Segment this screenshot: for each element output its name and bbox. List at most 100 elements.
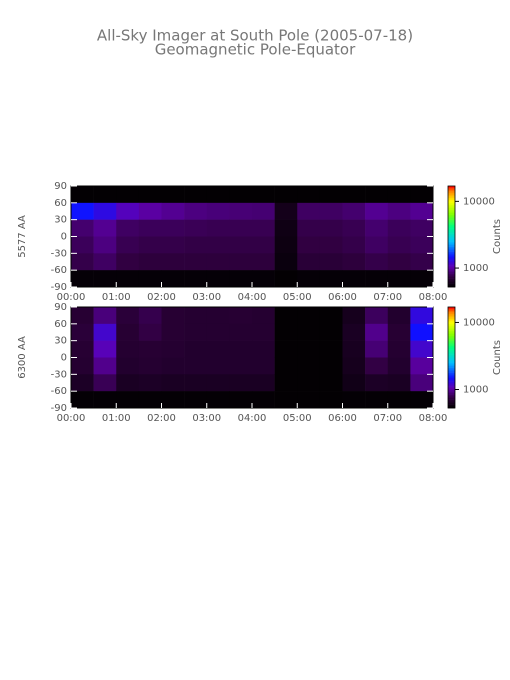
heatmap-cell [206, 219, 230, 237]
heatmap-cell [184, 340, 208, 358]
colorbar-swatch [448, 278, 455, 281]
colorbar-swatch [448, 362, 455, 365]
heatmap-cell [206, 323, 230, 341]
colorbar-swatch [448, 396, 455, 399]
colorbar-swatch [448, 354, 455, 357]
heatmap-cell [138, 270, 162, 288]
colorbar-swatch [448, 402, 455, 405]
heatmap-cell [116, 253, 140, 271]
heatmap-cell [138, 186, 162, 204]
colorbar-swatch [448, 204, 455, 207]
colorbar-swatch [448, 249, 455, 252]
colorbar-swatch [448, 238, 455, 241]
x-tick-label: 07:00 [373, 292, 402, 303]
x-tick-label: 02:00 [147, 413, 176, 424]
heatmap-cell [387, 270, 411, 288]
heatmap-cell [138, 219, 162, 237]
heatmap-cell [93, 357, 117, 375]
colorbar-tick-label: 1000 [463, 263, 488, 274]
heatmap-cell [387, 202, 411, 220]
heatmap-cell [161, 186, 185, 204]
heatmap-cell [206, 236, 230, 254]
chart-title: All-Sky Imager at South Pole (2005-07-18… [97, 27, 413, 45]
y-tick-label: -90 [51, 403, 67, 414]
heatmap-cell [93, 323, 117, 341]
colorbar-swatch [448, 370, 455, 373]
heatmap-cell [161, 391, 185, 409]
heatmap-cell [319, 340, 343, 358]
heatmap-cell [319, 270, 343, 288]
heatmap-cell [365, 340, 389, 358]
heatmap-cell [342, 219, 366, 237]
colorbar-swatch [448, 364, 455, 367]
heatmap-cell [274, 186, 298, 204]
x-tick-label: 04:00 [238, 413, 267, 424]
heatmap-cell [319, 219, 343, 237]
heatmap-cell [184, 186, 208, 204]
x-tick-label: 00:00 [57, 292, 86, 303]
colorbar-swatch [448, 270, 455, 273]
x-tick-label: 06:00 [328, 413, 357, 424]
heatmap-cell [297, 186, 321, 204]
colorbar-swatch [448, 360, 455, 363]
heatmap-cell [297, 202, 321, 220]
heatmap-cell [93, 236, 117, 254]
heatmap-cell [274, 307, 298, 325]
heatmap-cell [342, 357, 366, 375]
colorbar-tick-label: 10000 [463, 317, 495, 328]
colorbar-swatch [448, 228, 455, 231]
colorbar-swatch [448, 251, 455, 254]
heatmap-cell [252, 202, 275, 220]
heatmap-cell [93, 307, 117, 325]
heatmap-cell [319, 307, 343, 325]
heatmap-cell [93, 270, 117, 288]
colorbar-label: Counts [492, 219, 503, 254]
heatmap-cell [342, 270, 366, 288]
colorbar-swatch [448, 196, 455, 199]
heatmap-cell [161, 253, 185, 271]
heatmap-cell [252, 323, 275, 341]
colorbar-swatch [448, 349, 455, 352]
colorbar-swatch [448, 406, 455, 409]
colorbar-swatch [448, 187, 455, 190]
heatmap-cell [342, 323, 366, 341]
colorbar-swatch [448, 318, 455, 321]
heatmap-cell [184, 357, 208, 375]
heatmap-cell [274, 202, 298, 220]
heatmap-cell [184, 323, 208, 341]
heatmap-cell [93, 391, 117, 409]
heatmap-cell [116, 357, 140, 375]
heatmap-cell [410, 391, 434, 409]
colorbar-swatch [448, 404, 455, 407]
heatmap-cell [252, 340, 275, 358]
colorbar-tick-label: 10000 [463, 196, 495, 207]
colorbar-swatch [448, 323, 455, 326]
y-axis-label: 5577 AA [17, 215, 28, 258]
heatmap-cell [342, 253, 366, 271]
heatmap-cell [229, 202, 253, 220]
heatmap-cell [410, 323, 434, 341]
colorbar-swatch [448, 268, 455, 271]
colorbar-swatch [448, 357, 455, 360]
colorbar-swatch [448, 359, 455, 362]
colorbar-swatch [448, 224, 455, 227]
colorbar-swatch [448, 221, 455, 224]
heatmap-cell [138, 253, 162, 271]
heatmap-cell [274, 357, 298, 375]
heatmap-cell [138, 391, 162, 409]
heatmap-cell [161, 323, 185, 341]
colorbar-swatch [448, 317, 455, 320]
heatmap-cell [342, 186, 366, 204]
colorbar-swatch [448, 260, 455, 263]
heatmap-cell [365, 219, 389, 237]
heatmap-cell [319, 202, 343, 220]
colorbar-swatch [448, 340, 455, 343]
heatmap-cell [206, 202, 230, 220]
heatmap-cell [342, 202, 366, 220]
heatmap-cell [252, 391, 275, 409]
colorbar-swatch [448, 335, 455, 338]
heatmap-cell [410, 202, 434, 220]
x-tick-label: 06:00 [328, 292, 357, 303]
heatmap-cell [116, 323, 140, 341]
colorbar-swatch [448, 381, 455, 384]
